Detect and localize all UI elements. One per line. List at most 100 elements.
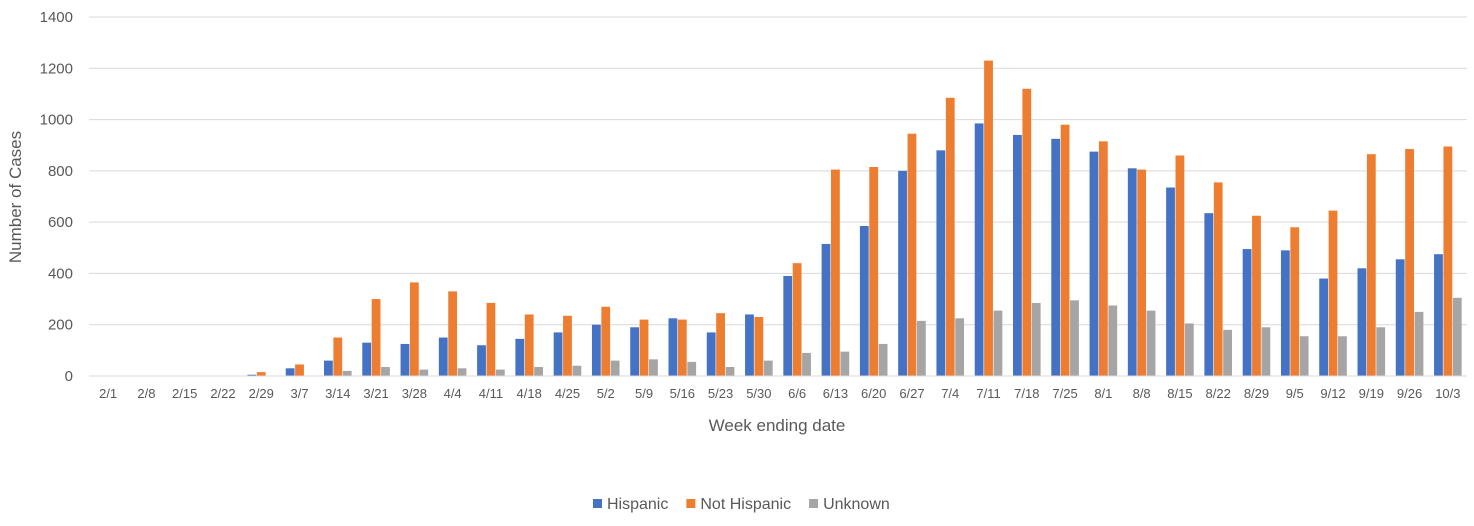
bar-hispanic [1280,250,1290,376]
bar-unknown [878,343,888,376]
y-tick-label: 1400 [40,9,73,26]
x-tick-label: 5/2 [597,386,615,401]
bar-unknown [572,365,582,376]
bar-not-hispanic [448,291,458,376]
legend-swatch [593,499,602,508]
bar-not-hispanic [256,372,266,376]
bar-hispanic [898,170,907,376]
bar-hispanic [974,123,984,377]
bar-hispanic [1395,259,1405,376]
bar-not-hispanic [1290,227,1300,376]
bar-not-hispanic [1022,88,1032,377]
bar-hispanic [783,275,793,376]
bar-not-hispanic [1137,169,1147,376]
bar-hispanic [745,314,754,376]
y-tick-label: 200 [48,317,73,334]
gridlines [89,16,1467,326]
bar-hispanic [477,345,486,376]
bar-hispanic [324,360,333,376]
bar-unknown [1070,300,1079,376]
bar-unknown [1414,311,1424,376]
bar-hispanic [1089,151,1099,376]
bar-unknown [1261,327,1271,376]
bar-unknown [1146,310,1156,376]
bar-not-hispanic [1175,155,1185,376]
y-tick-label: 1200 [40,60,73,77]
x-tick-label: 8/29 [1244,386,1269,401]
bar-unknown [916,320,926,376]
x-tick-label: 5/30 [746,386,771,401]
bar-not-hispanic [754,317,764,376]
legend: Hispanic Not Hispanic Unknown [593,496,890,513]
bar-hispanic [936,150,946,376]
y-axis-title: Number of Cases [6,131,25,263]
bar-unknown [725,367,735,376]
x-tick-label: 2/8 [137,386,155,401]
bar-hispanic [1166,187,1175,376]
x-tick-label: 7/25 [1052,386,1077,401]
bar-unknown [1223,329,1232,376]
bar-hispanic [1204,213,1214,376]
x-tick-label: 4/25 [555,386,580,401]
y-tick-label: 400 [48,265,73,282]
bar-not-hispanic [295,364,304,376]
x-tick-label: 2/29 [249,386,274,401]
bar-not-hispanic [1328,210,1338,376]
x-tick-label: 7/18 [1014,386,1039,401]
bar-not-hispanic [716,313,725,376]
bar-unknown [993,310,1003,376]
x-tick-label: 9/5 [1286,386,1304,401]
bar-not-hispanic [601,306,611,376]
x-tick-label: 2/22 [210,386,235,401]
bar-not-hispanic [792,263,802,376]
bar-hispanic [630,327,640,376]
bar-hispanic [1319,278,1329,376]
bar-not-hispanic [869,167,879,376]
x-tick-label: 3/7 [290,386,308,401]
x-tick-label: 8/22 [1206,386,1231,401]
bar-not-hispanic [1213,182,1223,376]
bar-unknown [955,318,965,376]
bar-not-hispanic [984,60,993,376]
bar-not-hispanic [1098,141,1108,376]
x-axis-title: Week ending date [709,416,846,435]
bar-not-hispanic [371,299,381,376]
x-tick-label: 3/21 [363,386,388,401]
y-tick-label: 0 [65,368,73,385]
bar-hispanic [362,342,372,376]
bar-not-hispanic [1443,146,1453,376]
bar-not-hispanic [1252,215,1261,376]
x-tick-label: 9/12 [1320,386,1345,401]
y-tick-label: 800 [48,163,73,180]
bar-hispanic [1013,134,1022,376]
bar-unknown [649,359,658,376]
x-tick-label: 8/8 [1133,386,1151,401]
bar-unknown [1299,336,1309,376]
bar-unknown [1184,323,1194,376]
x-tick-label: 2/1 [99,386,117,401]
bar-unknown [457,368,467,376]
bar-not-hispanic [563,315,572,376]
bar-hispanic [515,338,525,376]
x-tick-label: 5/16 [670,386,695,401]
bar-unknown [802,352,811,376]
bar-unknown [342,370,352,376]
bar-not-hispanic [639,319,649,376]
bar-unknown [495,369,505,376]
legend-label: Not Hispanic [700,496,791,513]
bar-unknown [1031,302,1041,376]
bar-unknown [534,367,543,376]
bar-unknown [381,367,390,376]
bar-not-hispanic [1366,154,1376,376]
bars [247,60,1462,377]
x-tick-label: 7/11 [976,386,1000,401]
x-tick-label: 5/23 [708,386,733,401]
x-tick-label: 6/27 [899,386,924,401]
y-axis-ticks: 0 200 400 600 800 1000 1200 1400 [40,9,73,385]
bar-hispanic [438,337,448,376]
bar-not-hispanic [524,314,534,376]
bar-not-hispanic [1060,124,1070,376]
bar-unknown [1452,297,1462,376]
